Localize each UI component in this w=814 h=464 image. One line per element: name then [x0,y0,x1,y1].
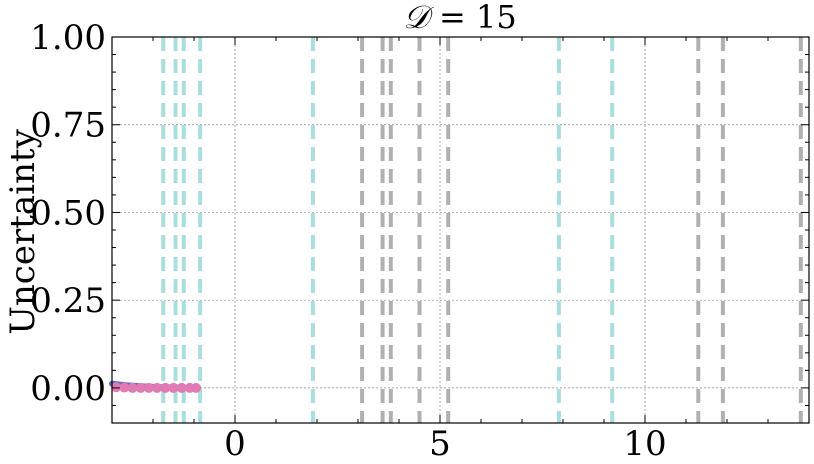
ticks: 0 5 10 0.00 0.25 0.50 0.75 1.00 [30,18,810,464]
data-point [176,382,187,393]
y-tick-label: 0.25 [30,281,106,321]
data-point [127,382,138,393]
data-point [111,382,122,393]
data-point [143,382,154,393]
vertical-markers [161,37,803,423]
x-tick-label: 5 [429,424,451,464]
chart-title-value: = 15 [429,0,517,36]
y-tick-label: 0.75 [30,106,106,146]
y-tick-label: 0.00 [30,369,106,409]
data-point [119,382,130,393]
y-tick-label: 1.00 [30,18,106,58]
data-point [135,382,146,393]
y-tick-label: 0.50 [30,193,106,233]
x-tick-label: 10 [623,424,666,464]
data-point [191,382,202,393]
plot-frame [111,36,810,424]
x-tick-label: 0 [224,424,246,464]
data-point [152,382,163,393]
chart-title: 𝒟 = 15 [403,0,516,36]
grid [112,36,809,423]
data-point [160,382,171,393]
series [109,380,202,393]
y-axis-title: Uncertainty [3,128,43,334]
data-point [168,382,179,393]
